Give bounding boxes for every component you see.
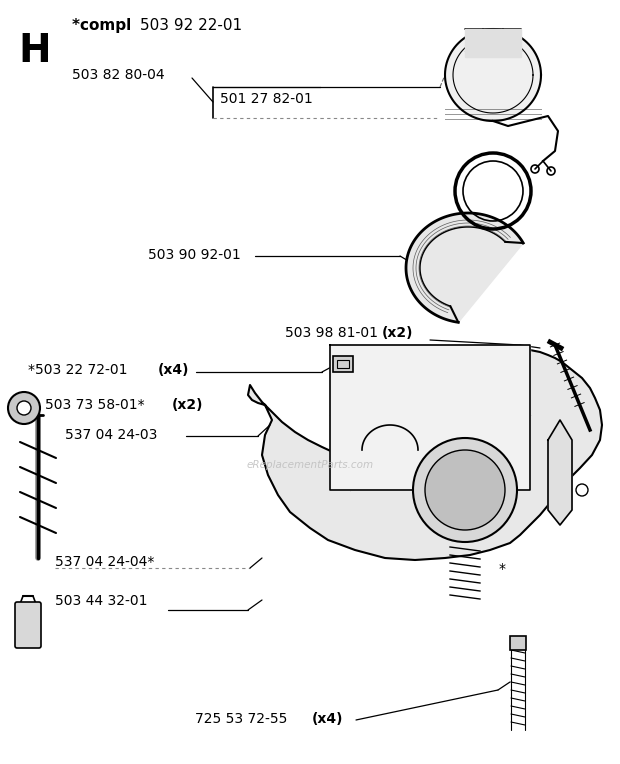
Text: 503 73 58-01*: 503 73 58-01*	[45, 398, 149, 412]
Text: 503 82 80-04: 503 82 80-04	[72, 68, 165, 82]
Polygon shape	[406, 213, 523, 322]
Text: (x2): (x2)	[382, 326, 414, 340]
Polygon shape	[548, 420, 572, 525]
Text: 503 44 32-01: 503 44 32-01	[55, 594, 148, 608]
Polygon shape	[248, 347, 602, 560]
Text: 501 27 82-01: 501 27 82-01	[220, 92, 312, 106]
Text: (x2): (x2)	[172, 398, 203, 412]
Text: (x4): (x4)	[312, 712, 343, 726]
Circle shape	[413, 438, 517, 542]
Text: *compl: *compl	[72, 18, 136, 33]
FancyBboxPatch shape	[15, 602, 41, 648]
Text: 503 90 92-01: 503 90 92-01	[148, 248, 241, 262]
Text: 537 04 24-04*: 537 04 24-04*	[55, 555, 154, 569]
Polygon shape	[445, 29, 541, 121]
Bar	[337, 360, 349, 368]
Text: H: H	[18, 32, 51, 70]
Circle shape	[425, 450, 505, 530]
Text: *: *	[499, 562, 506, 576]
Text: (x4): (x4)	[158, 363, 190, 377]
Text: 537 04 24-03: 537 04 24-03	[65, 428, 157, 442]
Text: 503 98 81-01: 503 98 81-01	[285, 326, 383, 340]
Bar	[333, 356, 353, 372]
Polygon shape	[330, 345, 530, 490]
Text: 725 53 72-55: 725 53 72-55	[195, 712, 292, 726]
Text: eReplacementParts.com: eReplacementParts.com	[246, 460, 374, 470]
Circle shape	[17, 401, 31, 415]
Circle shape	[8, 392, 40, 424]
Text: 503 92 22-01: 503 92 22-01	[140, 18, 242, 33]
Polygon shape	[465, 29, 521, 57]
Bar	[510, 636, 526, 650]
Text: *503 22 72-01: *503 22 72-01	[28, 363, 132, 377]
